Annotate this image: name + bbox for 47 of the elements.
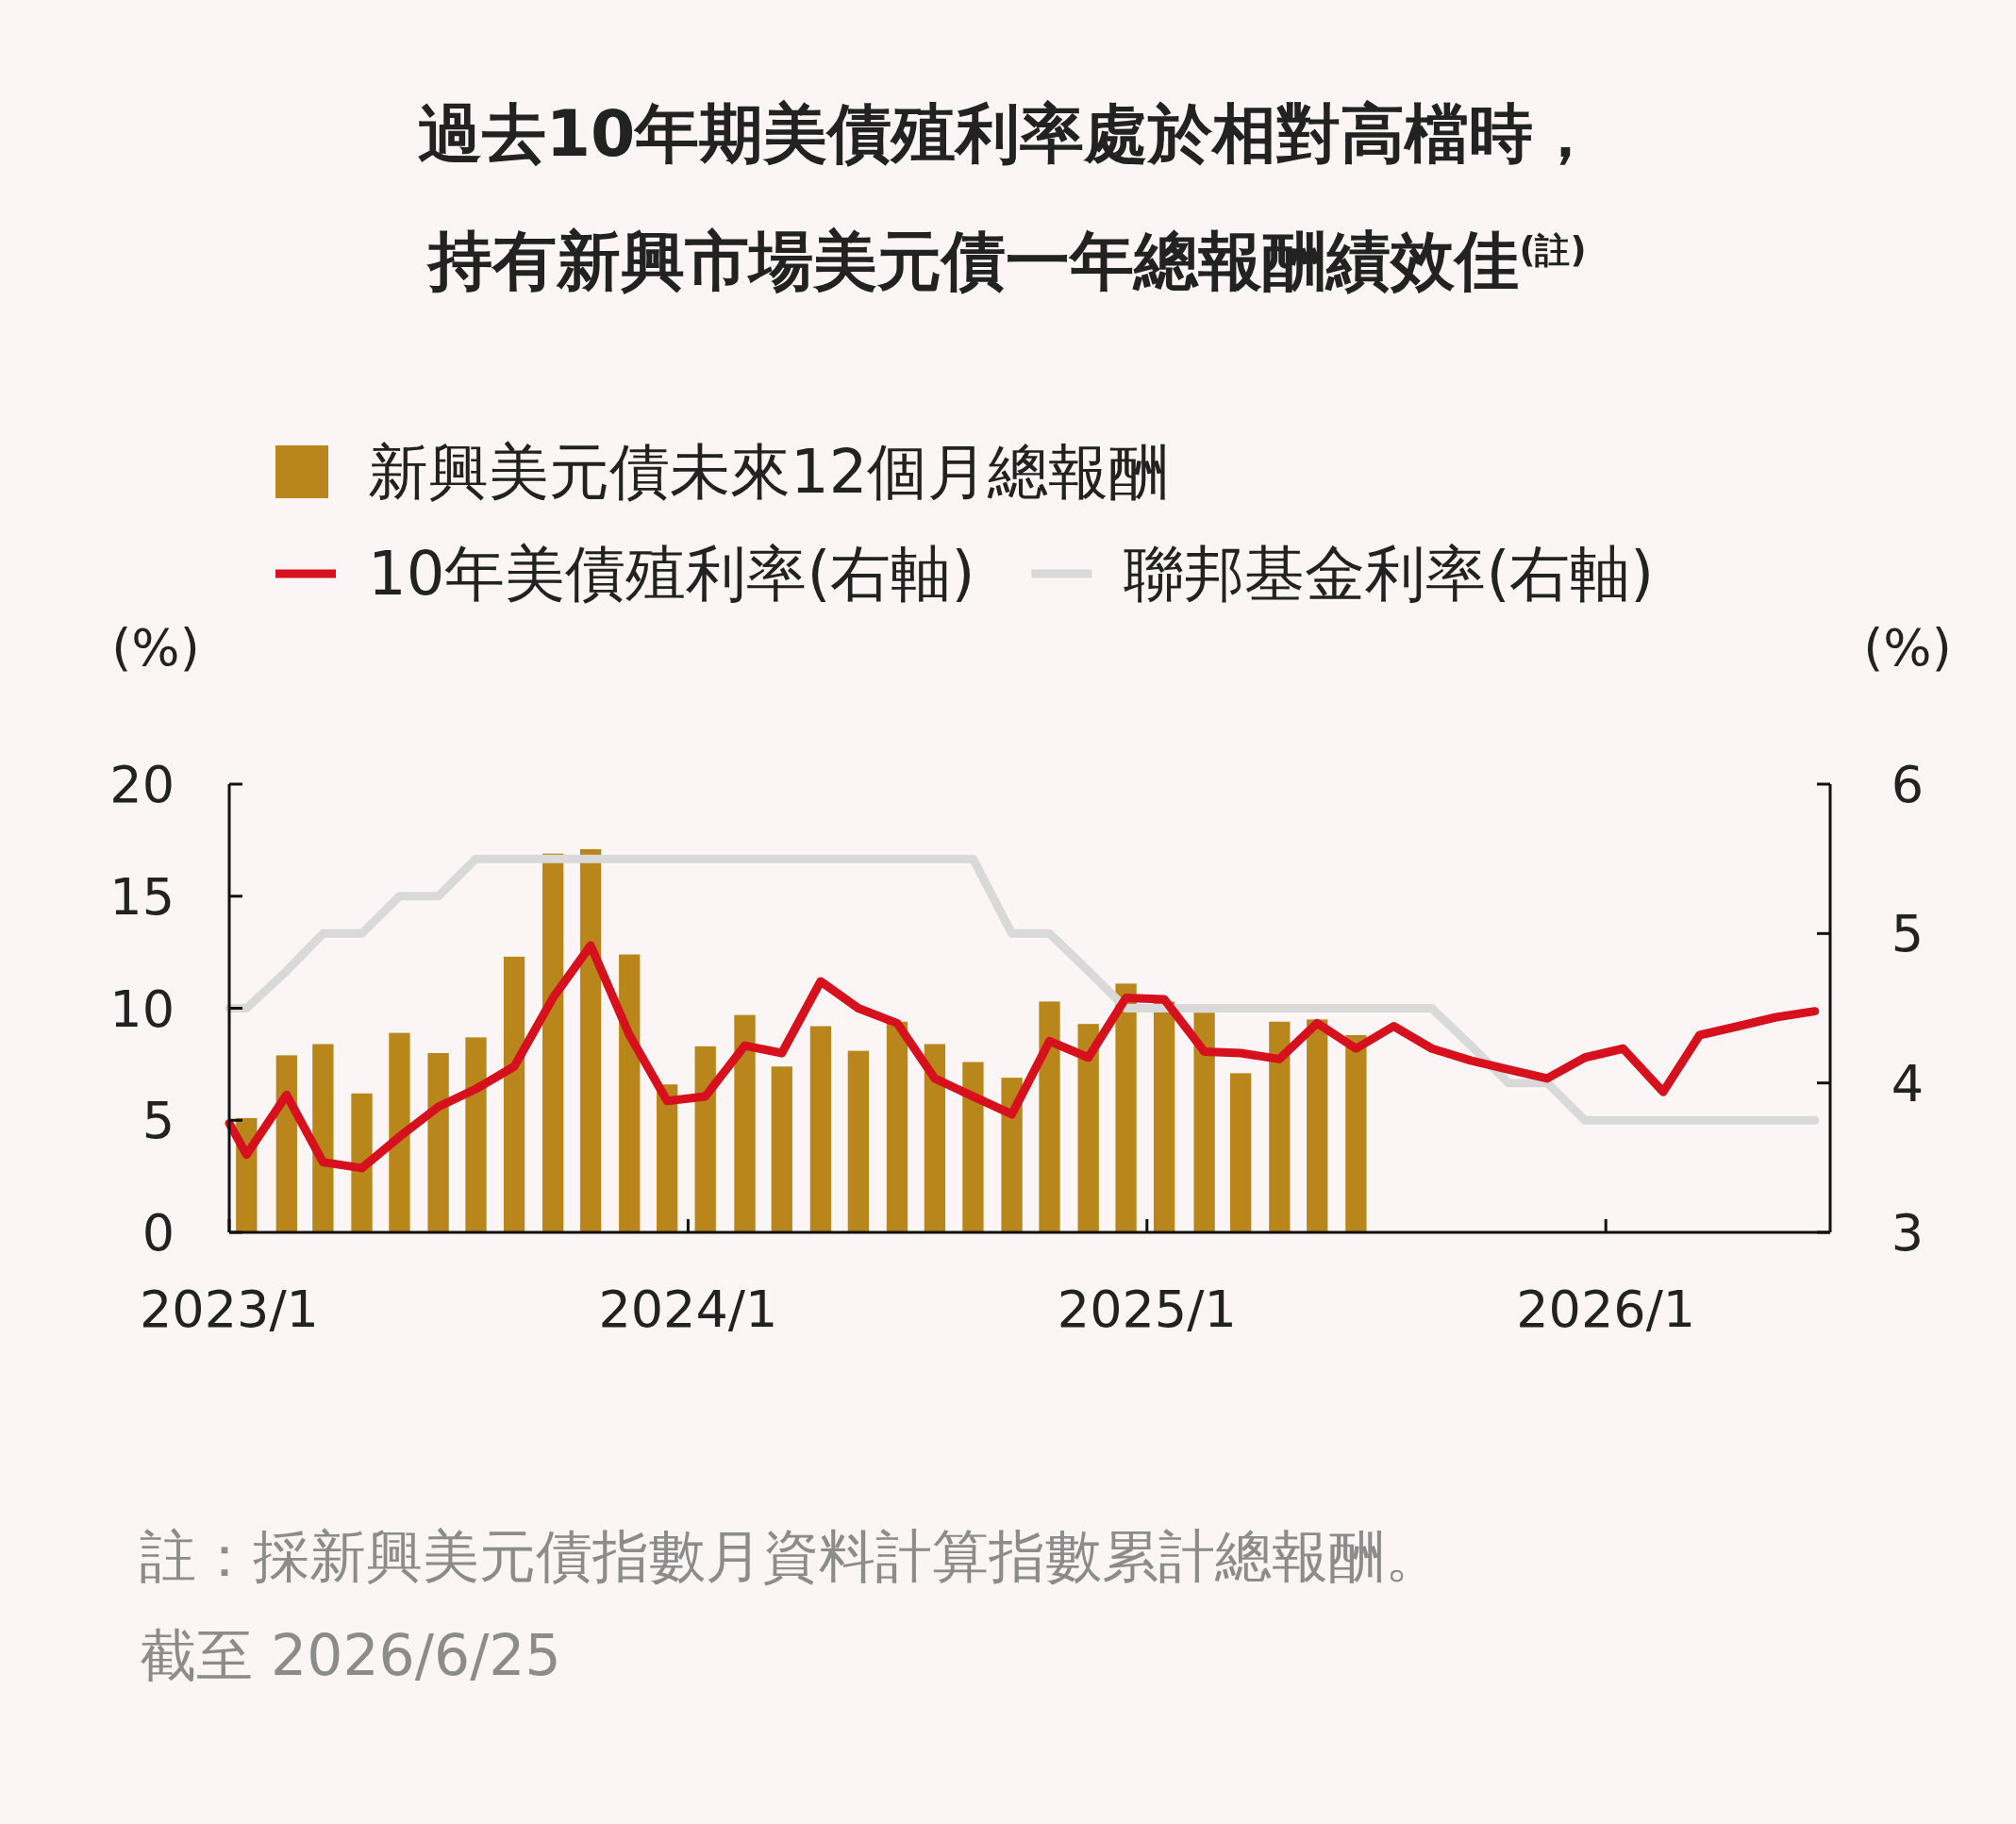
bar: [809, 1026, 832, 1232]
bar: [1230, 1073, 1252, 1233]
bar: [619, 954, 641, 1232]
bar: [694, 1046, 716, 1233]
y2-tick-label: 3: [1891, 1203, 1924, 1263]
y2-tick-label: 6: [1891, 755, 1924, 814]
text: 截至 2026/6/25: [140, 1622, 561, 1688]
bar: [503, 956, 525, 1233]
bar: [542, 853, 564, 1232]
bar: [465, 1037, 487, 1233]
y2-tick-label: 4: [1891, 1053, 1924, 1113]
chart-title: 過去10年期美債殖利率處於相對高檔時，: [417, 96, 1598, 171]
y2-tick-label: 5: [1891, 904, 1924, 964]
x-tick-label: 2026/1: [1516, 1280, 1696, 1339]
bar: [657, 1084, 678, 1232]
x-tick-label: 2025/1: [1057, 1280, 1237, 1339]
y-axis-title: (%): [111, 618, 200, 678]
bar: [351, 1093, 373, 1232]
bar: [427, 1053, 449, 1232]
bar: [1077, 1024, 1099, 1232]
bar: [1269, 1021, 1291, 1232]
bar: [1193, 1012, 1215, 1232]
x-tick-label: 2023/1: [140, 1280, 319, 1339]
bar: [847, 1050, 869, 1232]
bar: [1115, 983, 1137, 1233]
bar: [1153, 1001, 1175, 1233]
y-tick-label: 10: [109, 979, 175, 1039]
y2-axis-title: (%): [1863, 618, 1952, 678]
y-tick-label: 5: [142, 1091, 175, 1151]
bar: [886, 1021, 908, 1232]
bar: [1001, 1078, 1023, 1232]
bar: [389, 1032, 410, 1232]
bar: [312, 1044, 334, 1232]
bar: [962, 1062, 984, 1232]
bar: [1345, 1035, 1367, 1232]
bar: [924, 1044, 946, 1232]
text: 註：採新興美元債指數月資料計算指數累計總報酬。: [140, 1523, 1441, 1589]
bar: [1307, 1019, 1328, 1233]
y-tick-label: 0: [142, 1203, 175, 1263]
bar: [734, 1014, 756, 1232]
x-tick-label: 2024/1: [598, 1280, 778, 1339]
bar: [579, 848, 602, 1232]
chart-subtitle: 持有新興市場美元債一年總報酬績效佳$^{(註)}$: [426, 224, 1587, 298]
y-tick-label: 20: [109, 755, 175, 814]
bar: [771, 1066, 792, 1232]
y-tick-label: 15: [109, 866, 175, 927]
bar: [1039, 1001, 1060, 1233]
